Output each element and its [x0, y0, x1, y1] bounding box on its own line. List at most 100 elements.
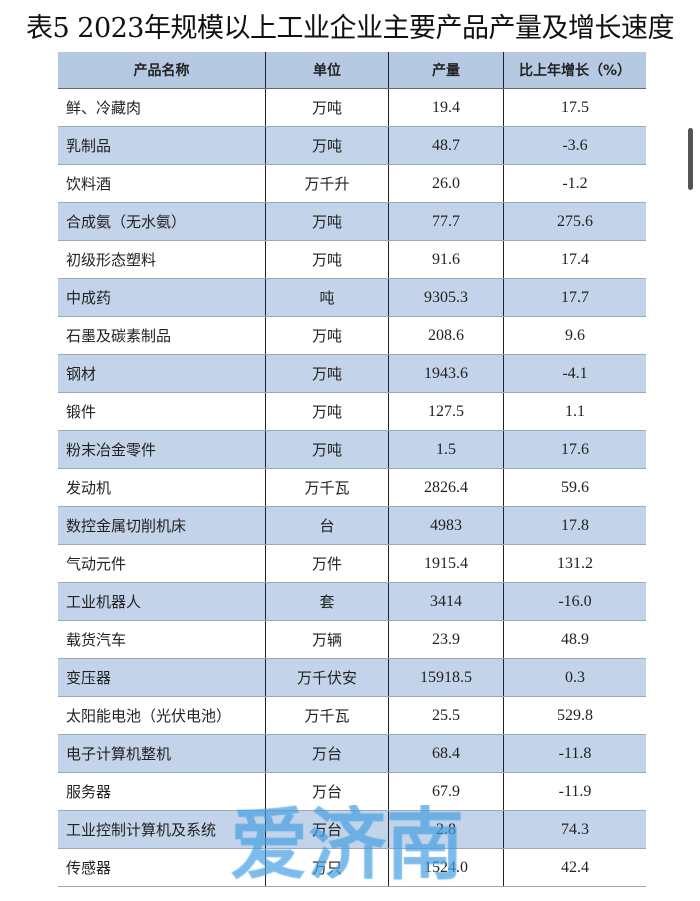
cell-unit: 万吨	[265, 392, 389, 431]
cell-growth: 42.4	[503, 848, 646, 887]
cell-product-name: 钢材	[58, 354, 266, 393]
cell-growth: -11.9	[503, 772, 646, 811]
cell-product-name: 鲜、冷藏肉	[58, 88, 266, 127]
cell-unit: 台	[265, 506, 389, 545]
cell-product-name: 乳制品	[58, 126, 266, 165]
cell-output: 2.8	[388, 810, 504, 849]
table-header-row: 产品名称 单位 产量 比上年增长（%）	[58, 52, 646, 89]
cell-unit: 吨	[265, 278, 389, 317]
cell-output: 19.4	[388, 88, 504, 127]
table-row: 中成药吨 9305.3 17.7	[58, 278, 646, 317]
cell-product-name: 工业机器人	[58, 582, 266, 621]
cell-product-name: 变压器	[58, 658, 266, 697]
header-output: 产量	[388, 52, 504, 89]
table-row: 钢材 万吨 1943.6 -4.1	[58, 354, 646, 393]
cell-unit: 万吨	[265, 240, 389, 279]
cell-growth: 17.8	[503, 506, 646, 545]
cell-growth: 17.7	[503, 278, 646, 317]
table-row: 载货汽车 万辆 23.9 48.9	[58, 620, 646, 659]
cell-growth: -4.1	[503, 354, 646, 393]
cell-growth: 17.5	[503, 88, 646, 127]
cell-growth: -1.2	[503, 164, 646, 203]
cell-output: 48.7	[388, 126, 504, 165]
table-row: 发动机 万千瓦 2826.4 59.6	[58, 468, 646, 507]
table-row: 变压器 万千伏安 15918.5 0.3	[58, 658, 646, 697]
cell-output: 1915.4	[388, 544, 504, 583]
cell-product-name: 电子计算机整机	[58, 734, 266, 773]
cell-output: 23.9	[388, 620, 504, 659]
scrollbar[interactable]	[688, 128, 693, 190]
table-row: 饮料酒 万千升 26.0 -1.2	[58, 164, 646, 203]
table-row: 太阳能电池（光伏电池） 万千瓦 25.5 529.8	[58, 696, 646, 735]
table-row: 气动元件 万件 1915.4 131.2	[58, 544, 646, 583]
cell-unit: 万台	[265, 772, 389, 811]
table-row: 乳制品 万吨 48.7 -3.6	[58, 126, 646, 165]
cell-growth: 9.6	[503, 316, 646, 355]
table-row: 传感器 万只 1524.0 42.4	[58, 848, 646, 887]
cell-growth: 275.6	[503, 202, 646, 241]
cell-output: 127.5	[388, 392, 504, 431]
cell-output: 2826.4	[388, 468, 504, 507]
cell-growth: 17.6	[503, 430, 646, 469]
cell-output: 1524.0	[388, 848, 504, 887]
table-row: 石墨及碳素制品 万吨 208.6 9.6	[58, 316, 646, 355]
cell-product-name: 石墨及碳素制品	[58, 316, 266, 355]
cell-product-name: 传感器	[58, 848, 266, 887]
cell-output: 208.6	[388, 316, 504, 355]
cell-product-name: 粉末冶金零件	[58, 430, 266, 469]
cell-unit: 万吨	[265, 430, 389, 469]
cell-growth: 74.3	[503, 810, 646, 849]
cell-growth: 48.9	[503, 620, 646, 659]
cell-product-name: 太阳能电池（光伏电池）	[58, 696, 266, 735]
cell-growth: -16.0	[503, 582, 646, 621]
cell-output: 1943.6	[388, 354, 504, 393]
table-row: 锻件 万吨 127.5 1.1	[58, 392, 646, 431]
table-title: 表5 2023年规模以上工业企业主要产品产量及增长速度	[26, 13, 674, 44]
cell-unit: 万千瓦	[265, 696, 389, 735]
cell-output: 9305.3	[388, 278, 504, 317]
cell-growth: 131.2	[503, 544, 646, 583]
cell-product-name: 数控金属切削机床	[58, 506, 266, 545]
cell-product-name: 服务器	[58, 772, 266, 811]
cell-output: 15918.5	[388, 658, 504, 697]
cell-product-name: 工业控制计算机及系统	[58, 810, 266, 849]
cell-unit: 万件	[265, 544, 389, 583]
table-row: 数控金属切削机床台 4983 17.8	[58, 506, 646, 545]
cell-unit: 万台	[265, 810, 389, 849]
cell-growth: 1.1	[503, 392, 646, 431]
header-product-name: 产品名称	[58, 52, 266, 89]
cell-output: 26.0	[388, 164, 504, 203]
cell-unit: 万吨	[265, 202, 389, 241]
cell-unit: 万台	[265, 734, 389, 773]
cell-unit: 万千瓦	[265, 468, 389, 507]
cell-output: 91.6	[388, 240, 504, 279]
cell-growth: -11.8	[503, 734, 646, 773]
cell-product-name: 发动机	[58, 468, 266, 507]
cell-unit: 万只	[265, 848, 389, 887]
cell-unit: 套	[265, 582, 389, 621]
cell-growth: 0.3	[503, 658, 646, 697]
cell-unit: 万千升	[265, 164, 389, 203]
cell-unit: 万吨	[265, 316, 389, 355]
cell-product-name: 合成氨（无水氨）	[58, 202, 266, 241]
table-row: 鲜、冷藏肉 万吨 19.4 17.5	[58, 88, 646, 127]
table-row: 工业机器人套 3414 -16.0	[58, 582, 646, 621]
production-table: 产品名称 单位 产量 比上年增长（%） 鲜、冷藏肉 万吨 19.4 17.5 乳制品 万吨…	[58, 52, 646, 887]
cell-product-name: 中成药	[58, 278, 266, 317]
table-row: 电子计算机整机 万台 68.4 -11.8	[58, 734, 646, 773]
cell-growth: 17.4	[503, 240, 646, 279]
cell-product-name: 载货汽车	[58, 620, 266, 659]
cell-unit: 万吨	[265, 88, 389, 127]
cell-growth: 59.6	[503, 468, 646, 507]
header-growth: 比上年增长（%）	[503, 52, 646, 89]
cell-output: 25.5	[388, 696, 504, 735]
cell-unit: 万吨	[265, 126, 389, 165]
table-row: 合成氨（无水氨） 万吨 77.7 275.6	[58, 202, 646, 241]
header-unit: 单位	[265, 52, 389, 89]
cell-growth: -3.6	[503, 126, 646, 165]
cell-product-name: 饮料酒	[58, 164, 266, 203]
cell-product-name: 锻件	[58, 392, 266, 431]
table-row: 服务器 万台 67.9 -11.9	[58, 772, 646, 811]
cell-product-name: 初级形态塑料	[58, 240, 266, 279]
cell-output: 77.7	[388, 202, 504, 241]
